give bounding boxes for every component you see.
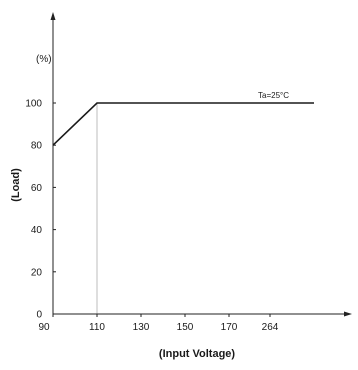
x-axis-arrow xyxy=(344,311,352,317)
y-tick-label-80: 80 xyxy=(31,141,43,152)
x-tick-label-150: 150 xyxy=(177,322,194,333)
x-tick-label-130: 130 xyxy=(133,322,150,333)
temperature-annotation: Ta=25°C xyxy=(258,91,289,100)
y-tick-label-40: 40 xyxy=(31,225,43,236)
series-line-0 xyxy=(52,102,314,146)
y-axis-title: (Load) xyxy=(10,168,22,202)
x-tick-label-110: 110 xyxy=(89,322,105,333)
y-tick-label-100: 100 xyxy=(25,99,42,110)
y-tick-label-60: 60 xyxy=(31,183,43,194)
x-tick-label-90: 90 xyxy=(38,322,50,333)
y-axis-unit-label: (%) xyxy=(36,54,52,65)
x-tick-label-170: 170 xyxy=(221,322,238,333)
y-tick-label-0: 0 xyxy=(36,310,42,321)
y-axis-arrow xyxy=(50,12,56,20)
x-tick-label-264: 264 xyxy=(262,322,279,333)
y-tick-label-20: 20 xyxy=(31,267,43,278)
x-axis-title: (Input Voltage) xyxy=(159,348,236,360)
